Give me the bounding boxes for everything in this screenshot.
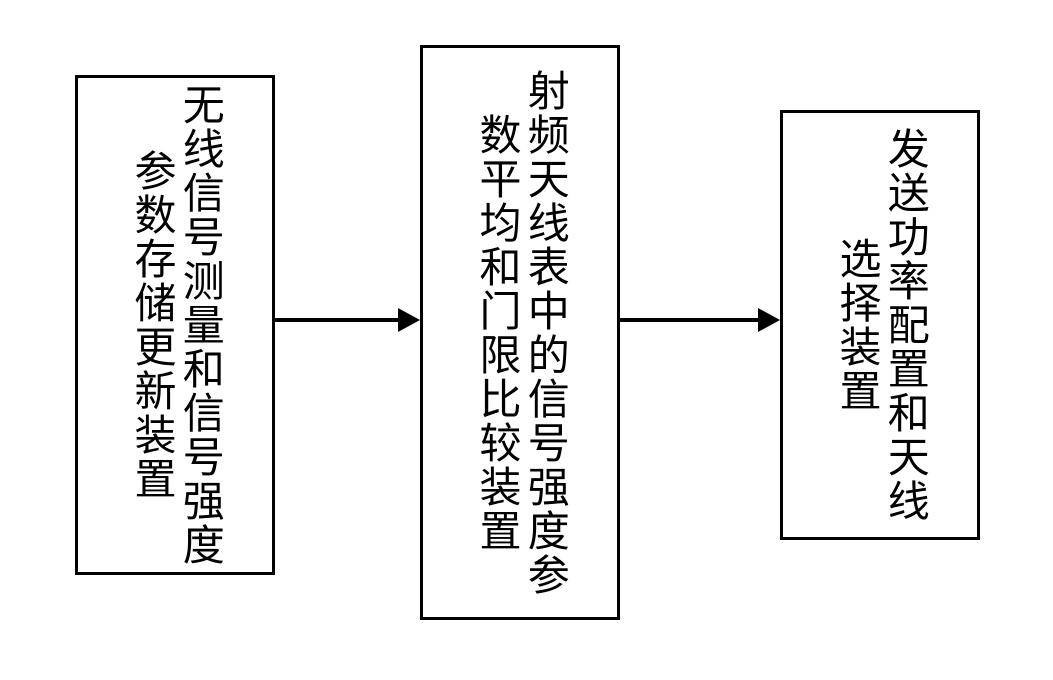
node-label: 发送功率配置和天线选择装置 (832, 113, 929, 537)
node-signal-measure-store: 无线信号测量和信号强度参数存储更新装置 (75, 75, 275, 575)
node-label: 无线信号测量和信号强度参数存储更新装置 (127, 78, 224, 572)
node-tx-power-antenna-select: 发送功率配置和天线选择装置 (780, 110, 980, 540)
node-label: 射频天线表中的信号强度参数平均和门限比较装置 (472, 48, 569, 617)
diagram-canvas: 无线信号测量和信号强度参数存储更新装置 射频天线表中的信号强度参数平均和门限比较… (0, 0, 1053, 680)
node-rf-antenna-compare: 射频天线表中的信号强度参数平均和门限比较装置 (420, 45, 620, 620)
